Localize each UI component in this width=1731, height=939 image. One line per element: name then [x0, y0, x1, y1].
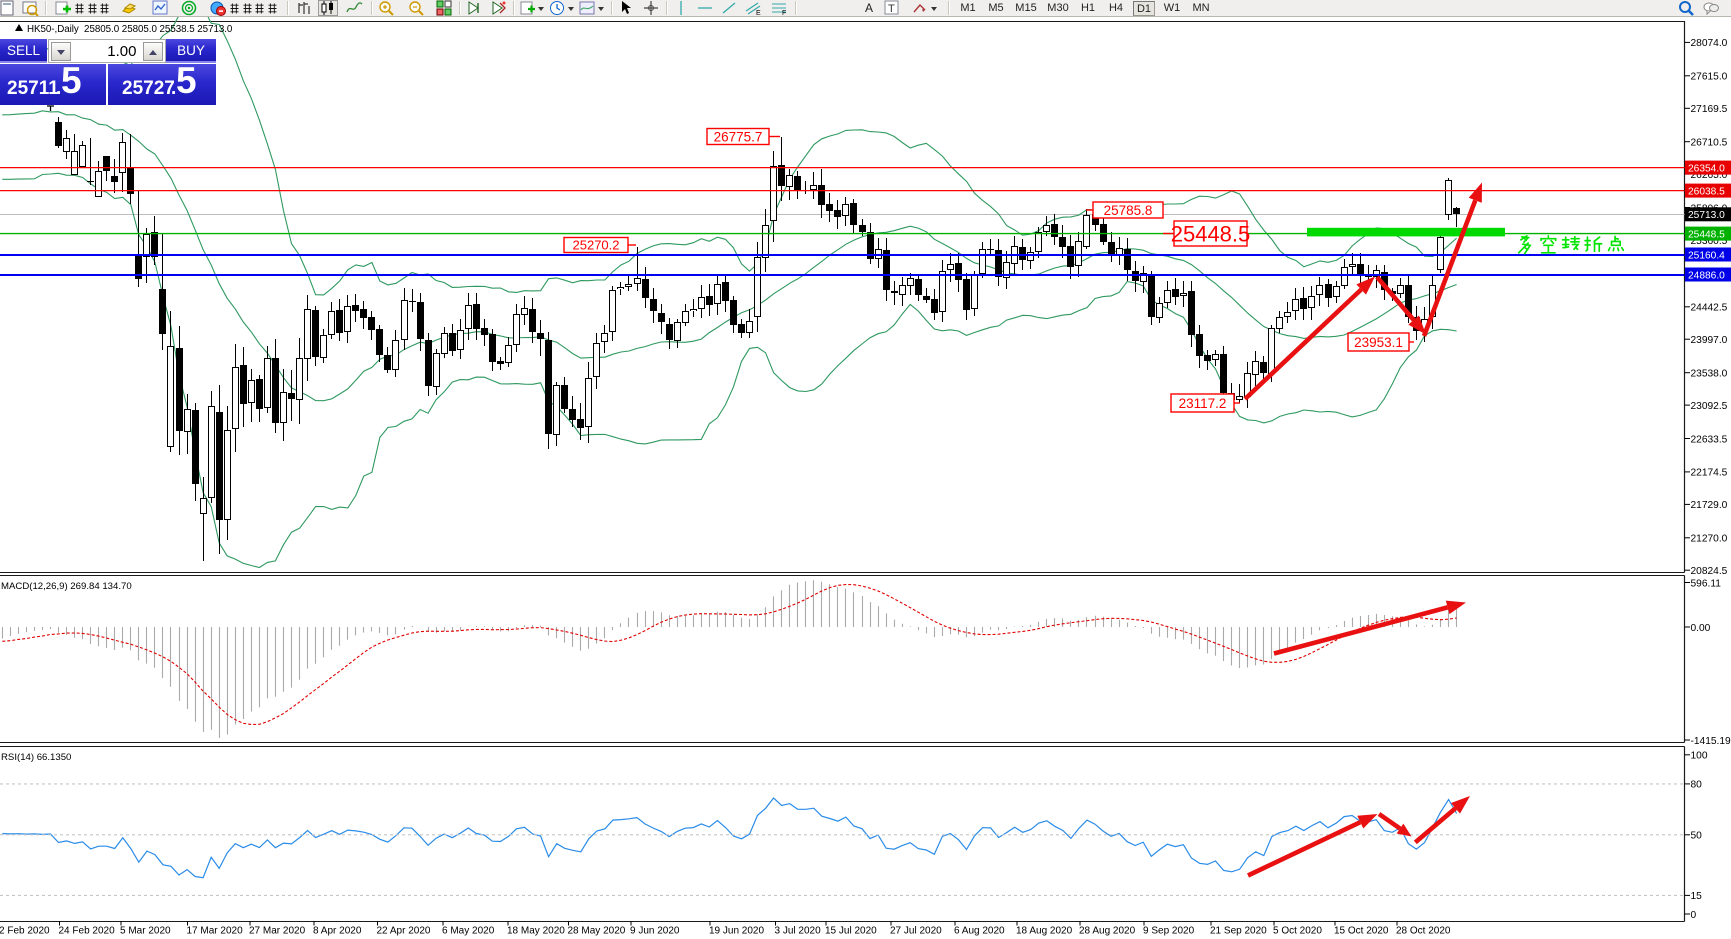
svg-text:-1415.19: -1415.19	[1691, 736, 1731, 747]
svg-text:18 Aug 2020: 18 Aug 2020	[1016, 926, 1073, 937]
svg-text:22633.5: 22633.5	[1691, 434, 1728, 445]
svg-text:T: T	[888, 3, 895, 15]
svg-text:26710.5: 26710.5	[1691, 138, 1728, 149]
svg-text:15 Jul 2020: 15 Jul 2020	[825, 926, 877, 937]
svg-text:21270.0: 21270.0	[1691, 534, 1728, 545]
svg-text:100: 100	[1691, 751, 1708, 762]
svg-text:25448.5: 25448.5	[1171, 221, 1251, 246]
svg-text:24442.5: 24442.5	[1691, 303, 1728, 314]
svg-text:6 Aug 2020: 6 Aug 2020	[954, 926, 1005, 937]
svg-text:27169.5: 27169.5	[1691, 104, 1728, 115]
svg-text:15 Oct 2020: 15 Oct 2020	[1334, 926, 1389, 937]
svg-text:E: E	[756, 10, 761, 16]
svg-text:5 Oct 2020: 5 Oct 2020	[1273, 926, 1322, 937]
svg-text:8 Apr 2020: 8 Apr 2020	[313, 926, 362, 937]
svg-text:26354.0: 26354.0	[1688, 163, 1725, 174]
svg-text:24886.0: 24886.0	[1688, 270, 1725, 281]
svg-text:5 Mar 2020: 5 Mar 2020	[120, 926, 171, 937]
svg-text:28 Aug 2020: 28 Aug 2020	[1079, 926, 1136, 937]
svg-text:25713.0: 25713.0	[1688, 210, 1725, 221]
svg-text:80: 80	[1691, 780, 1703, 791]
svg-text:25785.8: 25785.8	[1104, 203, 1153, 218]
svg-text:2 Feb 2020: 2 Feb 2020	[0, 926, 50, 937]
svg-text:17 Mar 2020: 17 Mar 2020	[187, 926, 244, 937]
svg-text:15: 15	[1691, 891, 1703, 902]
svg-text:23117.2: 23117.2	[1179, 396, 1227, 411]
svg-text:23997.0: 23997.0	[1691, 335, 1728, 346]
svg-text:28074.0: 28074.0	[1691, 38, 1728, 49]
svg-text:23538.0: 23538.0	[1691, 369, 1728, 380]
svg-text:RSI(14) 66.1350: RSI(14) 66.1350	[1, 752, 71, 763]
svg-text:19 Jun 2020: 19 Jun 2020	[709, 926, 764, 937]
svg-text:25360.5: 25360.5	[1691, 236, 1728, 247]
svg-text:28 May 2020: 28 May 2020	[568, 926, 626, 937]
svg-text:0.00: 0.00	[1691, 623, 1711, 634]
svg-text:50: 50	[1691, 831, 1703, 842]
svg-text:9 Sep 2020: 9 Sep 2020	[1143, 926, 1195, 937]
svg-text:27615.0: 27615.0	[1691, 72, 1728, 83]
svg-text:21729.0: 21729.0	[1691, 500, 1728, 511]
svg-text:0: 0	[1691, 910, 1697, 921]
svg-text:3 Jul 2020: 3 Jul 2020	[775, 926, 822, 937]
svg-text:F: F	[782, 10, 786, 16]
svg-text:25270.2: 25270.2	[573, 238, 620, 253]
svg-text:28 Oct 2020: 28 Oct 2020	[1396, 926, 1451, 937]
svg-text:9 Jun 2020: 9 Jun 2020	[630, 926, 680, 937]
svg-text:18 May 2020: 18 May 2020	[507, 926, 565, 937]
svg-text:21 Sep 2020: 21 Sep 2020	[1210, 926, 1267, 937]
svg-text:596.11: 596.11	[1691, 578, 1722, 589]
svg-text:MACD(12,26,9) 269.84 134.70: MACD(12,26,9) 269.84 134.70	[1, 581, 132, 592]
svg-text:25448.5: 25448.5	[1688, 229, 1725, 240]
svg-text:20824.5: 20824.5	[1691, 566, 1728, 577]
svg-text:27 Jul 2020: 27 Jul 2020	[890, 926, 942, 937]
svg-text:26775.7: 26775.7	[714, 129, 763, 144]
svg-text:26038.5: 26038.5	[1688, 186, 1725, 197]
svg-text:27 Mar 2020: 27 Mar 2020	[249, 926, 306, 937]
svg-text:26265.0: 26265.0	[1691, 170, 1728, 181]
svg-text:23953.1: 23953.1	[1354, 335, 1403, 350]
svg-text:23092.5: 23092.5	[1691, 401, 1728, 412]
svg-text:6 May 2020: 6 May 2020	[442, 926, 495, 937]
svg-text:25160.4: 25160.4	[1688, 250, 1725, 261]
svg-text:22174.5: 22174.5	[1691, 468, 1728, 479]
svg-text:22 Apr 2020: 22 Apr 2020	[377, 926, 431, 937]
svg-text:24 Feb 2020: 24 Feb 2020	[59, 926, 116, 937]
